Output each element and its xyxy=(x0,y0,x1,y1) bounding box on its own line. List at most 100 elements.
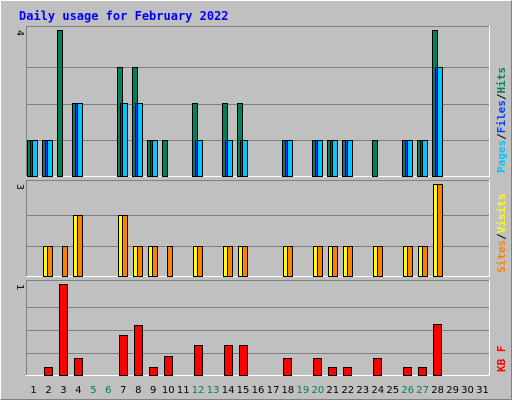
bar-pages-day-26 xyxy=(407,140,413,177)
bar-sites-day-18 xyxy=(287,246,293,277)
x-tick-label: 3 xyxy=(60,385,66,396)
bar-hits-day-3 xyxy=(57,30,63,177)
bar-sites-day-21 xyxy=(332,246,338,277)
bar-sites-day-14 xyxy=(227,246,233,277)
chart-title: Daily usage for February 2022 xyxy=(19,9,229,23)
panel-visits-sites: 3 Sites/Visits xyxy=(14,180,508,277)
side-legend: Sites/Visits xyxy=(495,194,508,274)
bar-pages-day-8 xyxy=(137,103,143,177)
bar-pages-day-18 xyxy=(287,140,293,177)
side-legend: KB F xyxy=(495,346,508,373)
bar-pages-day-1 xyxy=(32,140,38,177)
y-max-label: 3 xyxy=(14,184,25,190)
x-tick-label: 23 xyxy=(356,385,369,396)
y-max-label: 1 xyxy=(14,284,25,290)
plot-area xyxy=(26,280,490,376)
svg-text:KB F: KB F xyxy=(495,346,508,373)
bar-pages-day-21 xyxy=(332,140,338,177)
series-pages xyxy=(32,67,443,177)
x-tick-label: 29 xyxy=(446,385,459,396)
bar-kb-f-day-15 xyxy=(239,345,248,376)
bar-kb-f-day-22 xyxy=(343,367,352,376)
x-tick-label: 10 xyxy=(162,385,175,396)
bar-kb-f-day-28 xyxy=(433,324,442,376)
x-tick-label: 13 xyxy=(207,385,220,396)
x-tick-label: 30 xyxy=(461,385,474,396)
x-tick-label: 12 xyxy=(192,385,205,396)
bar-kb-f-day-8 xyxy=(134,325,143,376)
x-tick-label: 20 xyxy=(312,385,325,396)
x-tick-label: 6 xyxy=(105,385,111,396)
legend-label: Sites xyxy=(495,240,508,273)
bar-hits-day-10 xyxy=(162,140,168,177)
bar-kb-f-day-14 xyxy=(224,345,233,376)
legend-label: Hits xyxy=(495,67,508,94)
series-sites xyxy=(47,184,443,277)
panel-kbytes: 1 KB F xyxy=(14,280,508,376)
bar-kb-f-day-27 xyxy=(418,367,427,376)
bar-sites-day-22 xyxy=(347,246,353,277)
bar-pages-day-27 xyxy=(422,140,428,177)
bar-sites-day-28 xyxy=(437,184,443,277)
x-tick-label: 24 xyxy=(371,385,384,396)
bar-sites-day-26 xyxy=(407,246,413,277)
bar-pages-day-20 xyxy=(317,140,323,177)
bar-pages-day-2 xyxy=(47,140,53,177)
bar-pages-day-28 xyxy=(437,67,443,177)
bar-pages-day-14 xyxy=(227,140,233,177)
x-tick-label: 25 xyxy=(386,385,399,396)
legend-label: / xyxy=(495,233,508,240)
x-tick-label: 27 xyxy=(416,385,429,396)
bar-sites-day-12 xyxy=(197,246,203,277)
bar-sites-day-15 xyxy=(242,246,248,277)
bar-sites-day-7 xyxy=(122,215,128,277)
bar-kb-f-day-12 xyxy=(194,345,203,376)
svg-text:Sites/Visits: Sites/Visits xyxy=(495,194,508,274)
x-tick-label: 16 xyxy=(252,385,265,396)
legend-label: Files xyxy=(495,100,508,133)
bar-kb-f-day-26 xyxy=(403,367,412,376)
bar-sites-day-27 xyxy=(422,246,428,277)
bar-pages-day-9 xyxy=(152,140,158,177)
bar-pages-day-12 xyxy=(197,140,203,177)
x-tick-label: 2 xyxy=(45,385,51,396)
bar-kb-f-day-18 xyxy=(283,358,292,376)
x-tick-label: 21 xyxy=(326,385,339,396)
bar-kb-f-day-4 xyxy=(74,358,83,376)
svg-text:Pages/Files/Hits: Pages/Files/Hits xyxy=(495,67,508,173)
bar-kb-f-day-20 xyxy=(313,358,322,376)
bar-sites-day-4 xyxy=(77,215,83,277)
bar-hits-day-24 xyxy=(372,140,378,177)
x-tick-label: 28 xyxy=(431,385,444,396)
bar-sites-day-2 xyxy=(47,246,53,277)
bar-pages-day-4 xyxy=(77,103,83,177)
x-tick-label: 11 xyxy=(177,385,190,396)
bar-pages-day-15 xyxy=(242,140,248,177)
x-tick-label: 5 xyxy=(90,385,96,396)
bar-sites-day-20 xyxy=(317,246,323,277)
bar-kb-f-day-24 xyxy=(373,358,382,376)
legend-label: Visits xyxy=(495,194,508,234)
legend-label: KB F xyxy=(495,346,508,373)
bar-kb-f-day-10 xyxy=(164,356,173,376)
bar-sites-day-9 xyxy=(152,246,158,277)
bar-kb-f-day-21 xyxy=(328,367,337,376)
legend-label: Pages xyxy=(495,140,508,173)
x-tick-label: 22 xyxy=(341,385,354,396)
bar-sites-day-24 xyxy=(377,246,383,277)
bar-kb-f-day-7 xyxy=(119,335,128,376)
side-legend: Pages/Files/Hits xyxy=(495,67,508,173)
legend-label: / xyxy=(495,133,508,140)
x-tick-label: 9 xyxy=(150,385,156,396)
x-tick-label: 17 xyxy=(267,385,280,396)
x-tick-label: 19 xyxy=(297,385,310,396)
x-tick-label: 18 xyxy=(282,385,295,396)
bar-pages-day-7 xyxy=(122,103,128,177)
bar-pages-day-22 xyxy=(347,140,353,177)
x-tick-label: 14 xyxy=(222,385,235,396)
x-tick-label: 31 xyxy=(476,385,489,396)
bar-sites-day-10 xyxy=(167,246,173,277)
bar-sites-day-8 xyxy=(137,246,143,277)
